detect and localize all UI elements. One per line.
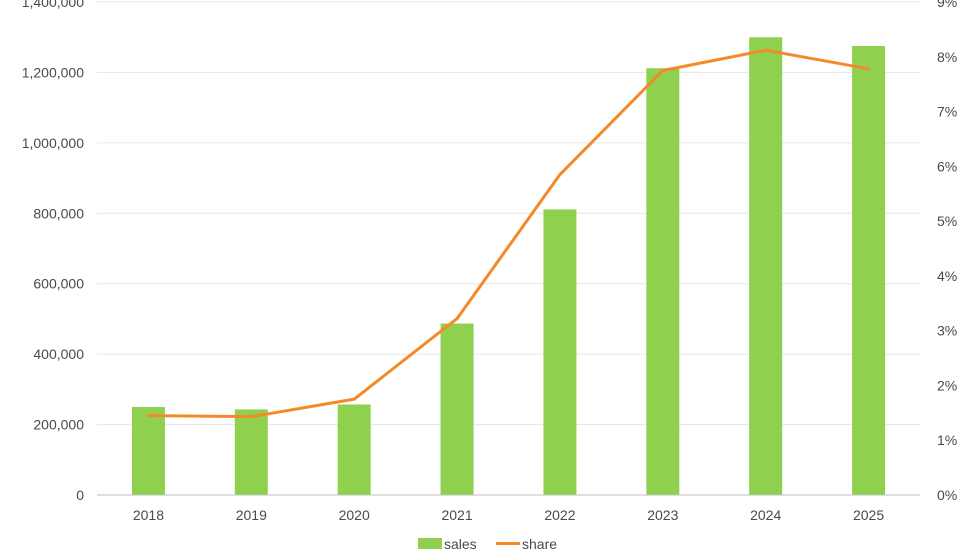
left-tick-label: 600,000	[33, 276, 84, 292]
share-point	[558, 173, 562, 177]
left-tick-label: 800,000	[33, 205, 84, 221]
share-point	[661, 68, 665, 72]
left-tick-label: 1,000,000	[22, 135, 84, 151]
legend-share-label: share	[522, 536, 557, 552]
x-tick-label: 2023	[647, 507, 678, 523]
sales-bar	[749, 37, 783, 495]
share-line	[146, 48, 871, 419]
sales-bar	[440, 323, 474, 495]
right-tick-label: 0%	[937, 487, 957, 503]
right-tick-label: 1%	[937, 432, 957, 448]
sales-bar	[234, 409, 268, 495]
share-point	[867, 67, 871, 71]
left-tick-label: 200,000	[33, 417, 84, 433]
share-point	[764, 48, 768, 52]
left-tick-label: 0	[76, 487, 84, 503]
x-tick-label: 2021	[441, 507, 472, 523]
right-axis-ticks: 0% 1% 2% 3% 4% 5% 6% 7% 8% 9%	[937, 0, 957, 503]
sales-bar	[543, 209, 577, 495]
right-tick-label: 8%	[937, 49, 957, 65]
right-tick-label: 5%	[937, 213, 957, 229]
x-tick-label: 2024	[750, 507, 781, 523]
sales-bar	[131, 406, 165, 495]
share-line-series	[146, 48, 871, 419]
left-tick-label: 400,000	[33, 346, 84, 362]
x-axis-ticks: 2018 2019 2020 2021 2022 2023 2024 2025	[133, 507, 884, 523]
sales-bar	[646, 68, 680, 496]
x-tick-label: 2022	[544, 507, 575, 523]
x-tick-label: 2020	[339, 507, 370, 523]
left-tick-label: 1,200,000	[22, 64, 84, 80]
share-point	[352, 397, 356, 401]
x-tick-label: 2019	[236, 507, 267, 523]
legend-sales-label: sales	[444, 536, 477, 552]
right-tick-label: 3%	[937, 323, 957, 339]
sales-bar	[852, 46, 886, 496]
right-tick-label: 2%	[937, 377, 957, 393]
grid-lines	[97, 1, 920, 426]
right-tick-label: 9%	[937, 0, 957, 10]
legend: sales share	[418, 536, 557, 552]
share-point	[249, 415, 253, 419]
legend-sales-swatch	[418, 538, 442, 549]
x-tick-label: 2018	[133, 507, 164, 523]
right-tick-label: 6%	[937, 158, 957, 174]
sales-bar	[337, 404, 371, 495]
share-point	[146, 414, 150, 418]
sales-bars	[131, 37, 886, 496]
share-point	[455, 317, 459, 321]
right-tick-label: 4%	[937, 268, 957, 284]
left-axis-ticks: 0 200,000 400,000 600,000 800,000 1,000,000 1,…	[22, 0, 85, 503]
x-tick-label: 2025	[853, 507, 884, 523]
left-tick-label: 1,400,000	[22, 0, 84, 10]
right-tick-label: 7%	[937, 104, 957, 120]
